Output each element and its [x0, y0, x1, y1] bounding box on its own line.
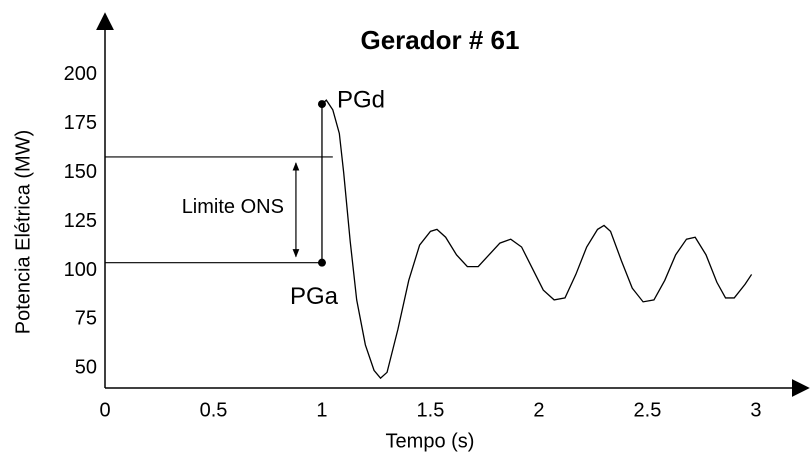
- x-tick-label: 2.5: [634, 399, 662, 421]
- chart-title: Gerador # 61: [361, 25, 520, 55]
- y-tick-label: 75: [75, 308, 97, 330]
- data-line: [321, 99, 753, 380]
- point-marker: [317, 100, 326, 109]
- y-axis-label: Potencia Elétrica (MW): [12, 130, 34, 335]
- x-tick-label: 1: [316, 399, 327, 421]
- x-tick-label: 3: [750, 399, 761, 421]
- point-marker: [317, 258, 326, 267]
- y-tick-label: 200: [64, 63, 97, 85]
- x-tick-label: 0: [99, 399, 110, 421]
- limit-label: Limite ONS: [182, 196, 284, 218]
- y-tick-label: 100: [64, 259, 97, 281]
- point-label: PGd: [337, 86, 385, 113]
- y-tick-label: 175: [64, 112, 97, 134]
- x-tick-label: 2: [533, 399, 544, 421]
- point-label: PGa: [290, 283, 339, 310]
- x-axis-label: Tempo (s): [386, 430, 475, 452]
- x-tick-label: 1.5: [417, 399, 445, 421]
- y-tick-label: 150: [64, 161, 97, 183]
- y-tick-label: 125: [64, 210, 97, 232]
- y-tick-label: 50: [75, 357, 97, 379]
- x-tick-label: 0.5: [200, 399, 228, 421]
